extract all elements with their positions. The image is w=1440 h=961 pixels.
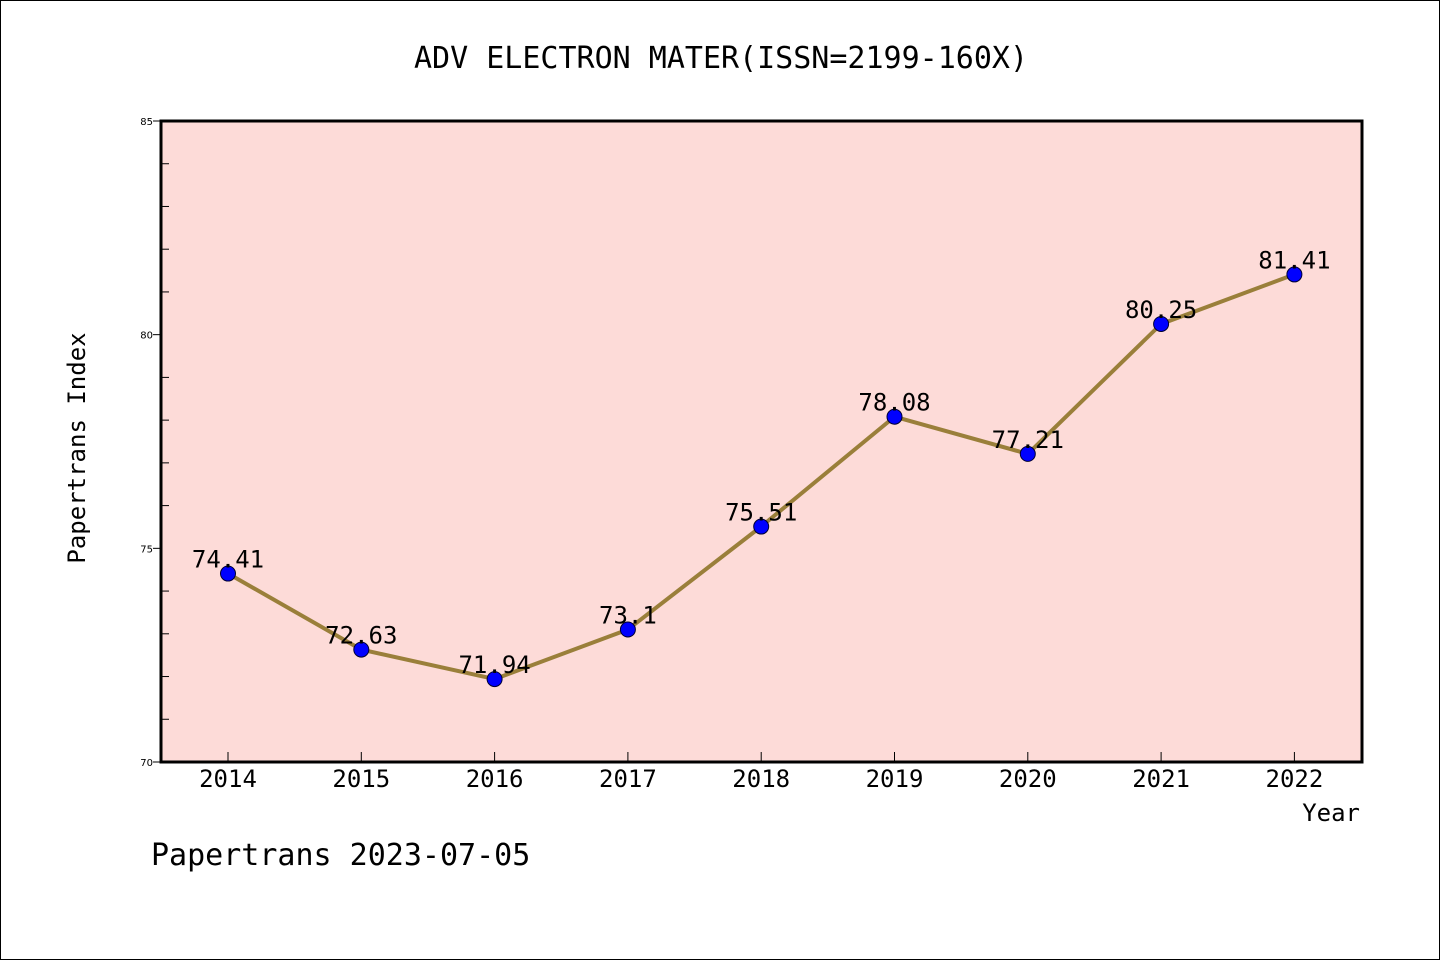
footer-source-date: Papertrans 2023-07-05 <box>151 838 530 873</box>
data-point <box>619 621 636 638</box>
data-label: 71.94 <box>458 651 530 679</box>
data-label: 74.41 <box>192 546 264 574</box>
y-axis-label: Papertrans Index <box>63 332 91 563</box>
y-tick-label: 75 <box>140 544 153 555</box>
x-tick-label: 2019 <box>866 765 924 793</box>
y-tick-label: 70 <box>140 758 153 769</box>
chart-title: ADV ELECTRON MATER(ISSN=2199-160X) <box>414 41 1028 76</box>
data-label: 77.21 <box>992 426 1064 454</box>
data-point <box>886 408 903 425</box>
x-tick-label: 2016 <box>466 765 524 793</box>
data-point <box>1286 266 1303 283</box>
data-label: 73.1 <box>599 602 657 630</box>
x-tick-label: 2018 <box>732 765 790 793</box>
x-tick-label: 2017 <box>599 765 657 793</box>
x-tick-label: 2014 <box>199 765 257 793</box>
data-point <box>220 565 236 582</box>
y-tick-label: 80 <box>140 331 153 342</box>
data-point <box>1153 315 1170 332</box>
x-tick-label: 2015 <box>332 765 390 793</box>
data-point <box>353 641 370 658</box>
data-label: 72.63 <box>325 622 397 650</box>
x-tick-label: 2021 <box>1132 765 1190 793</box>
series: 74.41 72.63 71.94 73.1 75.51 78.08 77.21 80.25 8… <box>192 246 1331 688</box>
data-point <box>1019 445 1036 462</box>
data-label: 78.08 <box>858 389 930 417</box>
x-tick-label: 2020 <box>999 765 1057 793</box>
y-tick-label: 85 <box>140 117 153 128</box>
x-tick-label: 2022 <box>1266 765 1324 793</box>
x-axis: 2014 2015 2016 2017 2018 2019 2020 2021 2022 <box>199 752 1323 793</box>
data-point <box>753 518 770 535</box>
data-point <box>486 671 503 688</box>
y-axis: 70 75 80 85 <box>140 117 169 769</box>
data-label: 80.25 <box>1125 296 1197 324</box>
plot-area <box>159 119 1364 764</box>
data-label: 81.41 <box>1258 246 1330 274</box>
data-label: 75.51 <box>725 499 797 527</box>
x-axis-label: Year <box>1302 799 1360 827</box>
